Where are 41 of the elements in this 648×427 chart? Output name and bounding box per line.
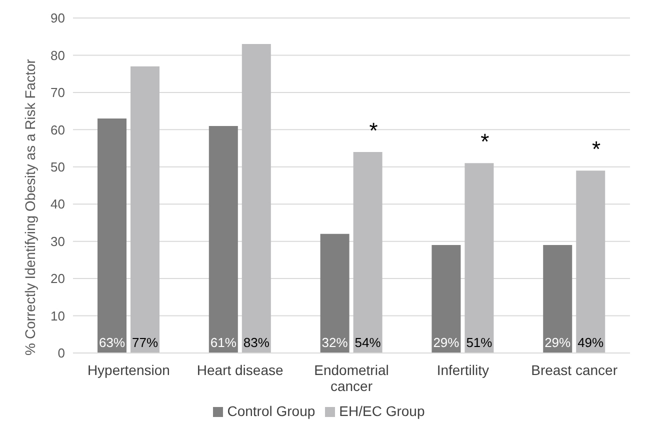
y-tick-label: 20 <box>50 271 65 286</box>
y-tick-label: 50 <box>50 160 65 175</box>
y-tick-label: 80 <box>50 48 65 63</box>
data-label: 51% <box>466 335 493 350</box>
data-label: 63% <box>98 335 126 350</box>
annotation: * <box>592 136 602 162</box>
x-tick-label: Hypertension <box>87 362 170 378</box>
bar <box>98 118 127 353</box>
y-tick-label: 90 <box>50 10 65 26</box>
y-tick-label: 0 <box>58 346 65 361</box>
y-tick-label: 30 <box>50 234 65 249</box>
bar <box>130 66 160 353</box>
legend-label: Control Group <box>227 403 316 419</box>
y-tick-label: 10 <box>50 308 65 324</box>
bar <box>208 126 238 353</box>
y-tick-label: 60 <box>50 122 65 138</box>
data-label: 49% <box>578 335 604 350</box>
bar <box>464 163 494 353</box>
legend-label: EH/EC Group <box>339 403 425 419</box>
y-tick-label: 70 <box>50 85 65 100</box>
data-label: 32% <box>322 335 348 350</box>
data-label: 77% <box>132 335 158 350</box>
data-label: 29% <box>433 335 460 350</box>
data-label: 54% <box>354 335 382 350</box>
annotation: * <box>480 128 490 154</box>
bar <box>576 170 606 353</box>
y-tick-label: 40 <box>50 196 65 212</box>
y-axis-title: % Correctly Identifying Obesity as a Risk Factor <box>22 58 38 356</box>
data-label: 83% <box>243 335 270 350</box>
x-tick-label: Breast cancer <box>531 362 618 378</box>
bar <box>353 152 382 353</box>
x-tick-label: Endometrial cancer <box>314 362 389 394</box>
bar <box>432 245 461 353</box>
bar <box>543 245 572 353</box>
x-tick-label: Infertility <box>436 362 489 378</box>
data-label: 29% <box>544 335 572 350</box>
annotation: * <box>369 118 378 143</box>
x-tick-label: Heart disease <box>196 362 284 378</box>
data-label: 61% <box>210 335 237 350</box>
bar <box>242 44 271 353</box>
bar <box>320 234 350 353</box>
